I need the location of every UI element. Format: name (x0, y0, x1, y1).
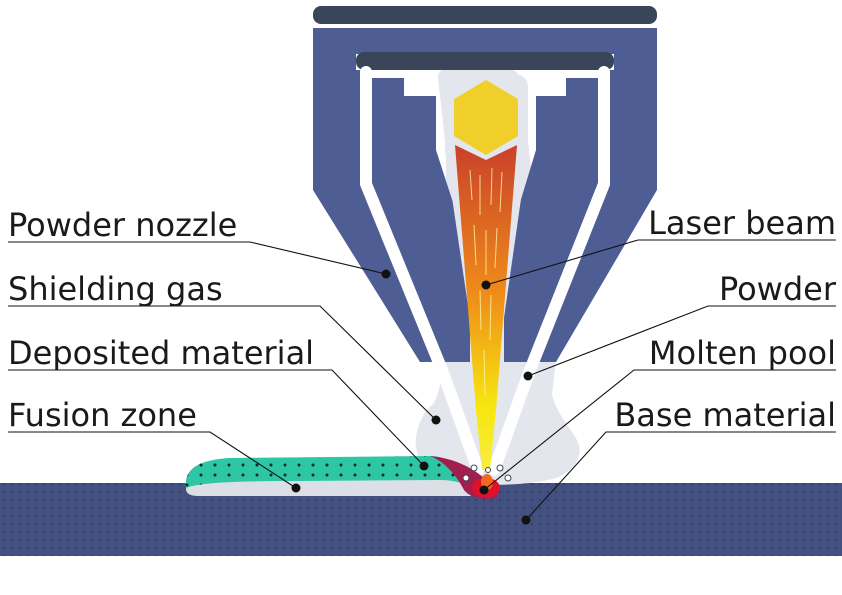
powder-stream-right (488, 66, 610, 476)
leader-powder (523, 305, 836, 381)
leader-molten-pool (479, 369, 836, 495)
leader-powder-nozzle (8, 241, 391, 279)
leader-deposited-material (8, 369, 429, 471)
label-fusion-zone: Fusion zone (8, 396, 197, 434)
nozzle-top-plate (313, 28, 657, 54)
nozzle-inner-bar (356, 52, 614, 70)
label-molten-pool: Molten pool (649, 334, 836, 372)
label-powder-nozzle: Powder nozzle (8, 206, 237, 244)
hexagon-icon (454, 80, 518, 155)
nozzle-left-wall (313, 54, 470, 362)
leader-base-material (521, 431, 836, 525)
label-deposited-material: Deposited material (8, 334, 314, 372)
nozzle-right-wall (504, 54, 657, 362)
nozzle-top-bar (313, 6, 657, 24)
fusion-zone (186, 480, 476, 496)
label-laser-beam: Laser beam (648, 204, 836, 242)
label-powder: Powder (719, 270, 837, 308)
label-shielding-gas: Shielding gas (8, 270, 223, 308)
laser-beam-shape (455, 145, 517, 470)
leader-laser-beam (481, 239, 836, 290)
laser-beam-sparkles (469, 167, 503, 396)
leader-shielding-gas (8, 305, 441, 425)
powder-stream-left (360, 66, 484, 476)
leader-fusion-zone (8, 431, 301, 493)
label-base-material: Base material (614, 396, 836, 434)
powder-particles (462, 464, 512, 482)
